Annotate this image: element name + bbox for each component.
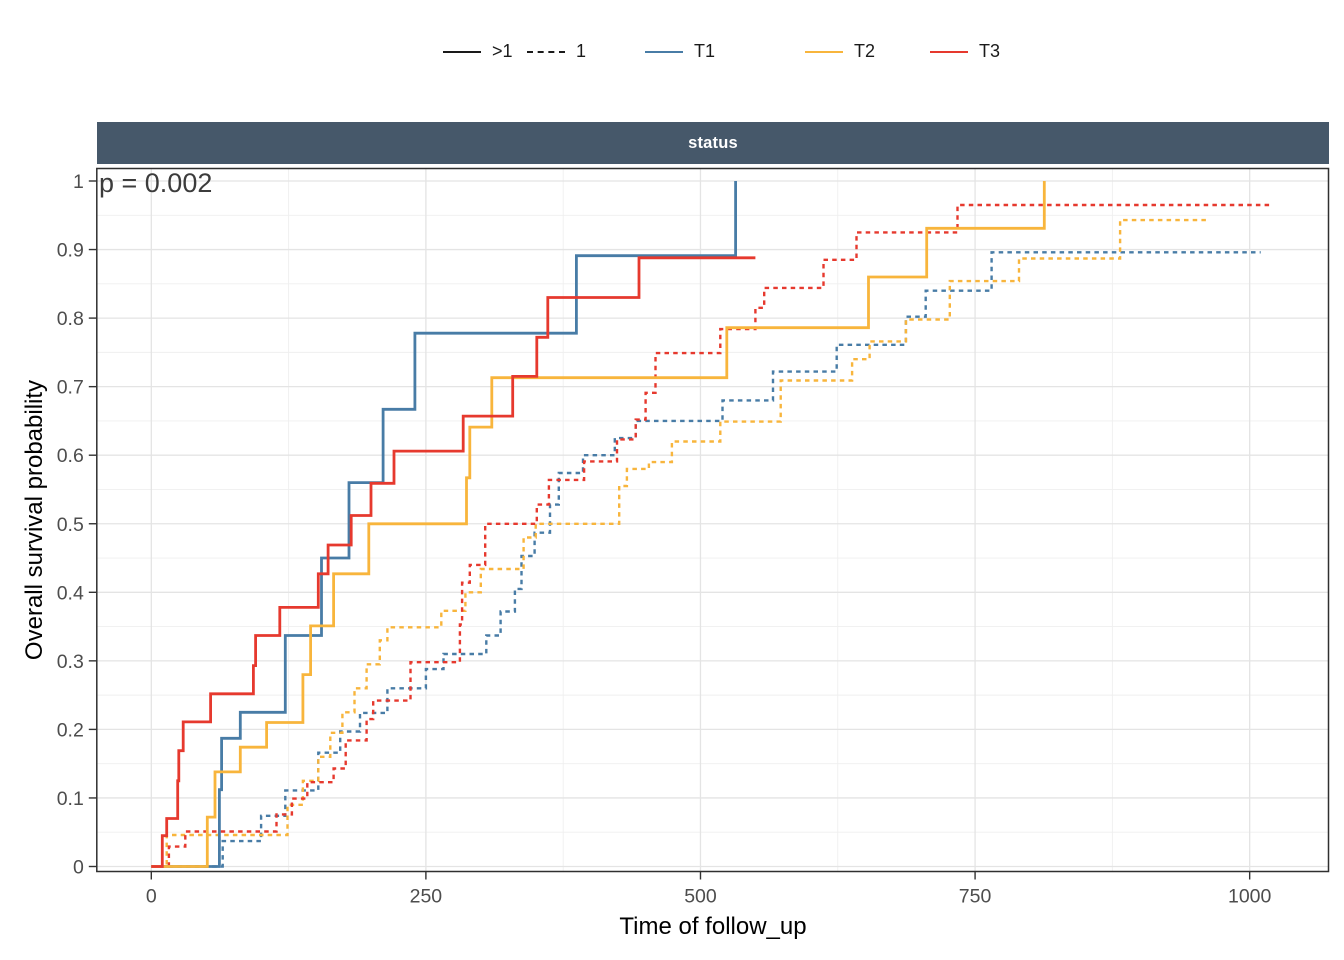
gridlines-minor bbox=[96, 168, 1329, 872]
y-axis-title: Overall survival probability bbox=[21, 379, 48, 661]
y-tick-labels: 0 0.1 0.2 0.3 0.4 0.5 0.6 0.7 0.8 0.9 1 bbox=[57, 171, 84, 879]
curve-T1-event1 bbox=[151, 251, 1261, 868]
gridlines-major bbox=[96, 168, 1329, 872]
legend-key-t3 bbox=[930, 51, 968, 53]
legend-key-solid-line bbox=[443, 51, 481, 53]
svg-text:250: 250 bbox=[410, 886, 443, 908]
svg-text:0.9: 0.9 bbox=[57, 240, 84, 262]
legend-key-dashed-line bbox=[527, 51, 565, 53]
curve-T2-eventgt1 bbox=[151, 181, 1046, 868]
curve-T3-eventgt1 bbox=[151, 256, 756, 868]
svg-text:750: 750 bbox=[959, 886, 992, 908]
svg-text:0.4: 0.4 bbox=[57, 582, 84, 604]
legend-label-gt1: >1 bbox=[492, 41, 513, 61]
svg-text:0.3: 0.3 bbox=[57, 651, 84, 673]
p-value-annotation: p = 0.002 bbox=[99, 168, 213, 198]
axis-ticks bbox=[88, 180, 1251, 880]
svg-text:0.1: 0.1 bbox=[57, 788, 84, 810]
legend-key-t2 bbox=[805, 51, 843, 53]
svg-text:0.6: 0.6 bbox=[57, 445, 84, 467]
curve-T3-event1 bbox=[151, 203, 1271, 868]
svg-text:0: 0 bbox=[146, 886, 157, 908]
legend-key-t1 bbox=[645, 51, 683, 53]
legend-label-t1: T1 bbox=[694, 41, 716, 61]
x-tick-labels: 0 250 500 750 1000 bbox=[146, 886, 1272, 908]
legend-label-t2: T2 bbox=[854, 41, 876, 61]
panel-border bbox=[96, 167, 1330, 873]
curve-T2-event1 bbox=[151, 218, 1211, 868]
svg-text:1000: 1000 bbox=[1228, 886, 1272, 908]
svg-text:0.8: 0.8 bbox=[57, 308, 84, 330]
legend-label-1: 1 bbox=[576, 41, 587, 61]
svg-text:0.7: 0.7 bbox=[57, 377, 84, 399]
svg-text:0: 0 bbox=[73, 857, 84, 879]
svg-text:500: 500 bbox=[684, 886, 717, 908]
facet-strip-label: status bbox=[688, 133, 738, 152]
legend-label-t3: T3 bbox=[979, 41, 1001, 61]
facet-strip: status bbox=[97, 122, 1329, 164]
x-axis-title: Time of follow_up bbox=[619, 913, 807, 940]
svg-text:0.5: 0.5 bbox=[57, 514, 84, 536]
svg-text:0.2: 0.2 bbox=[57, 719, 84, 741]
svg-text:1: 1 bbox=[73, 171, 84, 193]
